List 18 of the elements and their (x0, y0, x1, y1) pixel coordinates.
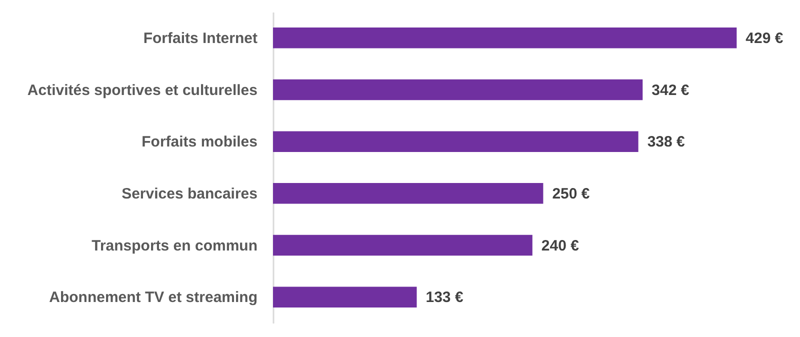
bar (273, 183, 544, 204)
y-tick-label: Abonnement TV et streaming (49, 289, 258, 306)
data-label: 250 € (552, 185, 590, 202)
y-tick-label: Transports en commun (92, 237, 258, 254)
bar (273, 131, 638, 152)
data-label: 240 € (541, 237, 580, 254)
data-label: 133 € (426, 289, 464, 306)
y-tick-label: Forfaits mobiles (142, 134, 258, 151)
data-label: 342 € (652, 82, 690, 99)
y-tick-label: Forfaits Internet (143, 30, 258, 47)
bar (273, 286, 417, 308)
data-label: 338 € (647, 134, 686, 151)
data-label: 429 € (746, 30, 784, 47)
bar (273, 79, 643, 100)
y-tick-label: Services bancaires (122, 185, 258, 202)
bar (273, 28, 737, 48)
y-tick-label: Activités sportives et culturelles (27, 82, 258, 99)
bar (273, 234, 532, 256)
